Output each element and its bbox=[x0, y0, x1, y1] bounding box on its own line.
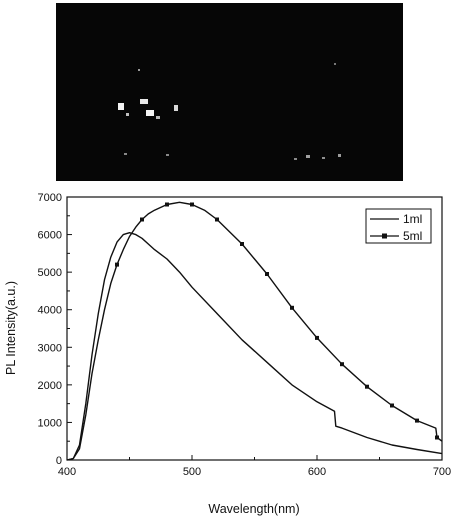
legend-marker-5ml bbox=[382, 233, 387, 239]
data-point-marker-5ml bbox=[215, 217, 219, 222]
data-point-marker-5ml bbox=[140, 217, 144, 222]
photograph-image bbox=[118, 63, 341, 160]
y-axis: 0 1000 2000 3000 4000 5000 6000 7000 bbox=[38, 192, 72, 467]
data-point-marker-5ml bbox=[315, 335, 319, 340]
legend: 1ml 5ml bbox=[365, 208, 432, 244]
x-tick-label: 400 bbox=[58, 466, 76, 478]
data-point-marker-5ml bbox=[240, 242, 244, 246]
data-point-marker-5ml bbox=[190, 202, 194, 207]
y-tick-label: 2000 bbox=[38, 380, 62, 392]
x-axis-title: Wavelength(nm) bbox=[208, 502, 299, 516]
data-point-marker-5ml bbox=[340, 362, 344, 367]
data-point-marker-5ml bbox=[390, 403, 394, 408]
y-tick-label: 1000 bbox=[38, 417, 62, 429]
legend-box bbox=[365, 208, 432, 244]
y-axis-title: PL Intensity(a.u.) bbox=[4, 281, 18, 375]
x-tick-label: 600 bbox=[308, 466, 326, 478]
y-tick-label: 6000 bbox=[38, 230, 62, 242]
data-point-marker-5ml bbox=[165, 202, 169, 207]
y-tick-label: 5000 bbox=[38, 267, 62, 279]
data-point-marker-5ml bbox=[265, 272, 269, 276]
x-tick-label: 700 bbox=[433, 466, 451, 478]
data-point-marker-5ml bbox=[115, 262, 119, 267]
x-axis: 400 500 600 700 bbox=[58, 455, 451, 478]
right-vial-glow bbox=[294, 63, 341, 160]
y-tick-label: 0 bbox=[56, 455, 62, 467]
data-point-marker-5ml bbox=[415, 418, 419, 423]
legend-label-5ml: 5ml bbox=[403, 229, 422, 243]
photograph-panel bbox=[56, 3, 403, 181]
data-point-marker-5ml bbox=[290, 305, 294, 310]
left-vial-glow bbox=[118, 69, 178, 156]
data-point-marker-5ml bbox=[435, 435, 439, 440]
legend-label-1ml: 1ml bbox=[403, 212, 422, 226]
y-tick-label: 7000 bbox=[38, 192, 62, 204]
x-tick-label: 500 bbox=[183, 466, 201, 478]
data-point-marker-5ml bbox=[365, 384, 369, 389]
series-layer bbox=[66, 201, 443, 461]
series-line-1ml bbox=[66, 231, 443, 461]
y-tick-label: 4000 bbox=[38, 305, 62, 317]
y-tick-label: 3000 bbox=[38, 342, 62, 354]
